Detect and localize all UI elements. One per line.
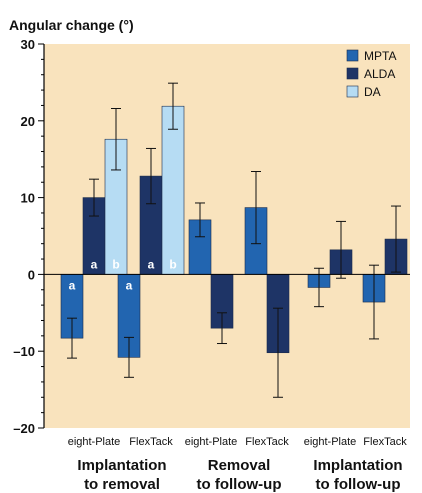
y-tick-label: 0 (28, 267, 35, 282)
legend-swatch-alda (346, 67, 359, 80)
group-label-line1: Implantation (77, 457, 166, 474)
significance-label: b (169, 257, 176, 271)
category-label: FlexTack (363, 436, 407, 448)
y-tick-label: –10 (13, 344, 35, 359)
y-tick-label: –20 (13, 421, 35, 436)
group-label-line1: Removal (208, 457, 271, 474)
significance-label: a (69, 278, 76, 292)
bar-da-1 (161, 105, 185, 275)
axes: 30 20 10 0 –10 –20 (13, 37, 410, 436)
significance-label: a (91, 257, 98, 271)
group-label-line2: to removal (84, 476, 160, 493)
category-label: eight-Plate (68, 436, 121, 448)
significance-label: a (126, 278, 133, 292)
group-label-line2: to follow-up (316, 476, 401, 493)
legend-label-da: DA (364, 85, 381, 99)
significance-label: a (148, 257, 155, 271)
y-axis-title: Angular change (°) (9, 17, 134, 33)
category-label: eight-Plate (304, 436, 357, 448)
y-tick-label: 20 (21, 114, 35, 129)
legend-swatch-da (346, 85, 359, 98)
category-label: eight-Plate (185, 436, 238, 448)
group-label-line2: to follow-up (197, 476, 282, 493)
legend-swatch-mpta (346, 49, 359, 62)
significance-label: b (112, 257, 119, 271)
category-label: FlexTack (129, 436, 173, 448)
legend-label-alda: ALDA (364, 67, 395, 81)
legend: MPTA ALDA DA (346, 49, 396, 99)
legend-label-mpta: MPTA (364, 49, 396, 63)
category-label: FlexTack (245, 436, 289, 448)
y-tick-label: 10 (21, 191, 35, 206)
y-tick-label: 30 (21, 37, 35, 52)
group-label-line1: Implantation (313, 457, 402, 474)
